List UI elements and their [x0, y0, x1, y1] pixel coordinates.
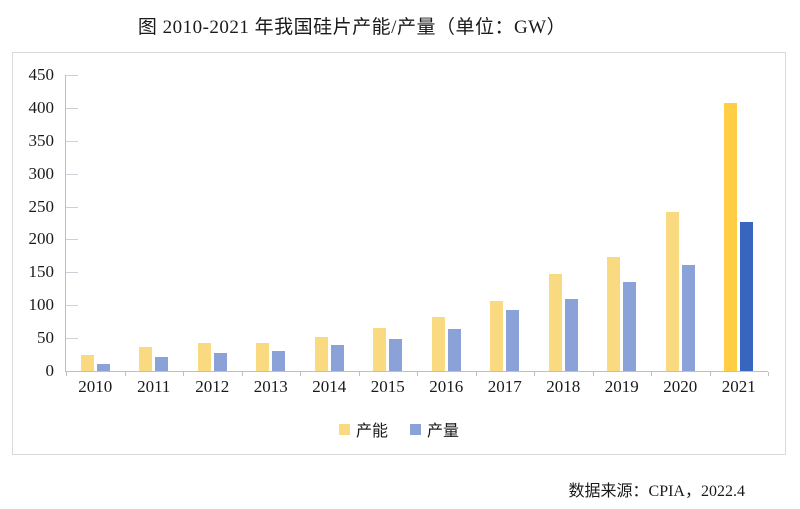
x-axis-label-2019: 2019	[604, 377, 639, 396]
legend-label-output: 产量	[427, 423, 460, 440]
x-axis-tick	[475, 372, 477, 376]
bar-capacity-2012	[197, 343, 211, 371]
x-axis-label-2016: 2016	[429, 377, 464, 396]
legend-swatch-output	[410, 423, 421, 435]
y-axis-label: 300	[28, 163, 55, 183]
bar-output-2020	[681, 265, 695, 371]
legend-swatch-capacity	[338, 423, 350, 435]
legend-item-capacity: 产能	[338, 417, 388, 441]
bar-group-2016	[417, 317, 476, 371]
x-axis-tick	[534, 372, 535, 376]
y-axis-label: 200	[28, 229, 55, 249]
legend-label-capacity: 产能	[355, 423, 388, 440]
y-axis-label: 0	[45, 361, 55, 380]
x-axis-label-2012: 2012	[195, 377, 230, 396]
x-axis-label-2011: 2011	[137, 377, 171, 396]
bar-group-2012	[183, 343, 242, 371]
x-axis-label-2017: 2017	[487, 377, 522, 396]
bar-output-2010	[96, 363, 110, 371]
bar-capacity-2019	[607, 256, 621, 371]
y-axis-label: 350	[28, 130, 55, 150]
bar-group-2015	[359, 328, 418, 371]
y-axis-tick	[66, 140, 78, 142]
y-axis-tick	[66, 107, 78, 109]
chart-panel: 2010 2011 2012 2013 2014 2015 2016 2017 2018 2019…	[12, 52, 786, 455]
x-axis-tick	[124, 372, 126, 376]
x-axis-tick	[241, 372, 243, 376]
y-axis-tick	[66, 206, 78, 208]
x-axis-labels: 2010 2011 2012 2013 2014 2015 2016 2017 2018 2019…	[66, 377, 768, 397]
bar-group-2014	[300, 337, 359, 371]
chart-title: 图 2010-2021 年我国硅片产能/产量（单位：GW）	[137, 17, 567, 38]
x-axis-label-2020: 2020	[663, 377, 698, 396]
x-axis-tick	[417, 372, 418, 376]
bar-group-2011	[125, 346, 184, 371]
x-axis-label-2021: 2021	[721, 377, 756, 396]
y-axis-tick	[66, 272, 78, 274]
x-axis-tick	[66, 372, 67, 376]
bar-output-2016	[447, 328, 461, 371]
bar-capacity-2017	[490, 301, 504, 371]
y-axis-label: 150	[28, 262, 55, 282]
y-axis-label: 100	[28, 295, 55, 315]
x-axis-tick	[358, 372, 360, 376]
bar-output-2018	[564, 299, 578, 371]
y-axis-label: 50	[37, 328, 54, 348]
bar-output-2012	[213, 353, 227, 371]
x-axis-label-2015: 2015	[370, 377, 405, 396]
bar-capacity-2021	[724, 103, 738, 371]
bar-output-2017	[506, 309, 520, 371]
bar-output-2011	[155, 357, 169, 371]
bar-capacity-2020	[665, 212, 679, 371]
y-axis-tick	[66, 75, 78, 76]
x-axis-label-2010: 2010	[78, 377, 113, 396]
y-axis-tick	[66, 239, 78, 241]
bars	[66, 75, 768, 371]
y-axis-label: 400	[28, 97, 55, 117]
bar-output-2019	[623, 281, 637, 371]
legend-item-output: 产量	[410, 417, 459, 441]
bar-capacity-2015	[373, 328, 387, 371]
plot-area: 2010 2011 2012 2013 2014 2015 2016 2017 2018 2019…	[29, 65, 769, 396]
bar-output-2021	[740, 221, 754, 371]
x-axis-tick	[183, 372, 184, 376]
y-axis-tick	[66, 173, 78, 175]
bar-capacity-2013	[256, 342, 270, 371]
x-axis-label-2014: 2014	[312, 377, 347, 396]
x-axis-label-2013: 2013	[253, 377, 288, 396]
bar-capacity-2016	[431, 317, 445, 371]
bar-output-2015	[389, 339, 403, 371]
bar-group-2013	[242, 342, 301, 371]
bar-group-2020	[651, 212, 710, 371]
bar-output-2014	[330, 345, 344, 371]
bar-group-2018	[534, 274, 593, 371]
x-axis-label-2018: 2018	[546, 377, 581, 396]
legend: 产能 产量	[13, 417, 785, 441]
x-axis-tick	[768, 372, 769, 376]
bar-capacity-2011	[139, 346, 153, 371]
source-note: 数据来源：CPIA，2022.4	[568, 483, 745, 500]
bar-group-2021	[710, 103, 769, 371]
y-axis-tick	[66, 338, 78, 340]
x-axis-tick	[651, 372, 652, 376]
bar-group-2019	[593, 256, 652, 371]
x-axis-tick	[709, 372, 711, 376]
bar-group-2017	[476, 301, 535, 371]
x-axis-tick	[300, 372, 301, 376]
bar-capacity-2018	[548, 274, 562, 371]
y-axis-tick	[66, 305, 78, 307]
bar-capacity-2014	[314, 337, 328, 371]
bar-group-2010	[66, 354, 125, 371]
bar-output-2013	[272, 351, 286, 371]
x-axis-tick	[592, 372, 594, 376]
y-axis-label: 450	[28, 65, 55, 84]
bar-capacity-2010	[80, 354, 94, 371]
y-axis-label: 250	[28, 196, 55, 216]
